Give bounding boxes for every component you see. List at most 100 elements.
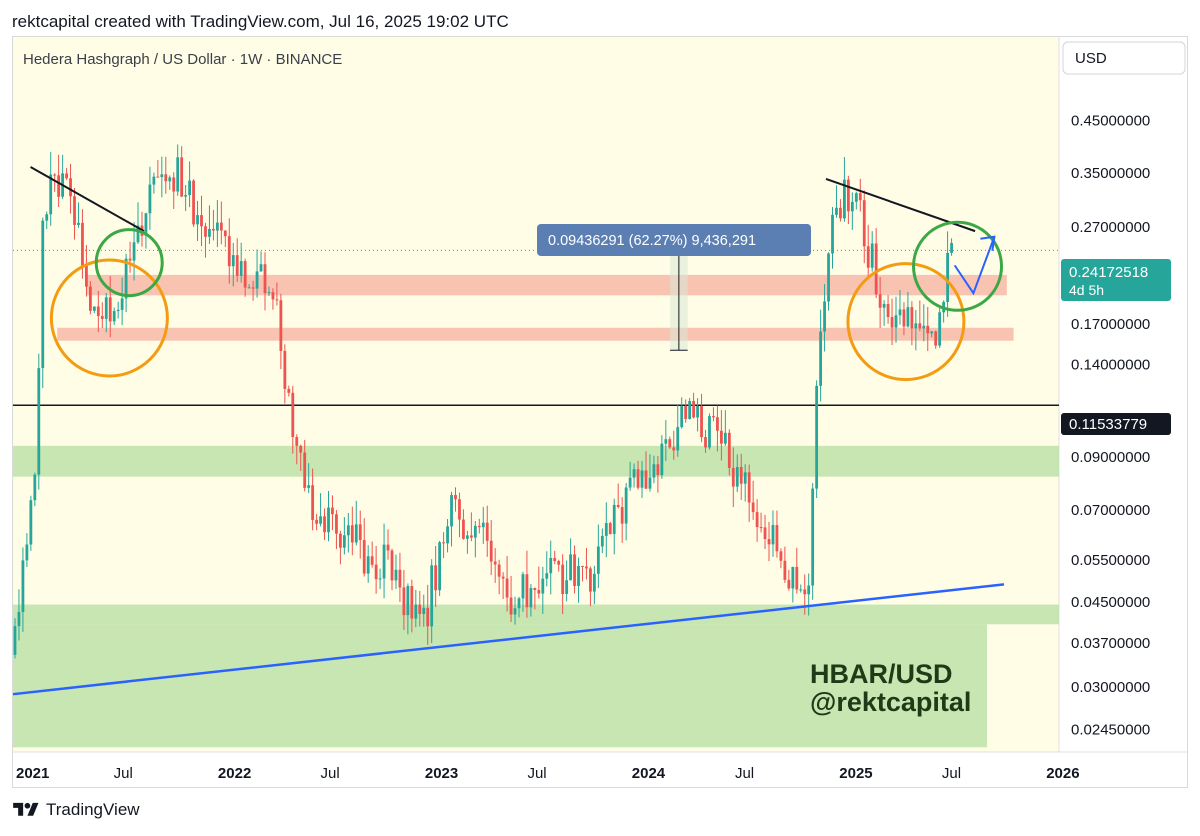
candle-80 (331, 495, 334, 531)
candle-54 (227, 218, 231, 284)
candle-body-163 (660, 443, 664, 476)
candle-235 (946, 231, 949, 317)
candle-23 (104, 292, 108, 333)
candle-41 (176, 144, 180, 196)
candle-88 (362, 518, 366, 577)
candle-body-179 (723, 432, 727, 444)
candle-body-1 (17, 611, 21, 627)
candle-body-200 (807, 585, 811, 595)
candle-body-4 (29, 500, 33, 545)
candle-145 (589, 566, 592, 607)
candle-82 (339, 530, 342, 565)
candle-body-210 (846, 179, 850, 212)
candle-160 (648, 454, 652, 492)
candle-body-99 (406, 586, 410, 616)
candle-body-51 (215, 222, 219, 231)
black-level-tag-value: 0.11533779 (1069, 416, 1147, 433)
candle-203 (819, 309, 823, 402)
candle-body-233 (938, 312, 942, 346)
candle-body-188 (759, 527, 763, 529)
candle-143 (581, 565, 584, 582)
candle-body-232 (934, 331, 938, 346)
candle-15 (73, 187, 76, 240)
candle-7 (41, 217, 45, 389)
candle-21 (96, 290, 100, 332)
candle-body-174 (704, 437, 707, 448)
candle-33 (144, 212, 148, 249)
candle-body-43 (184, 195, 188, 197)
candle-body-109 (446, 526, 449, 544)
candle-224 (902, 302, 906, 336)
candle-body-112 (458, 499, 461, 520)
candle-body-168 (680, 406, 684, 428)
candle-body-14 (69, 178, 72, 197)
x-tick-label: 2021 (16, 765, 49, 782)
candle-body-58 (243, 261, 247, 288)
candle-body-5 (33, 474, 37, 501)
tradingview-brand[interactable]: TradingView (12, 800, 140, 820)
candle-body-38 (164, 174, 168, 182)
currency-button[interactable]: USD (1062, 41, 1186, 75)
candle-201 (811, 483, 815, 600)
candle-body-180 (727, 432, 731, 468)
candle-196 (791, 566, 795, 603)
candle-body-67 (279, 300, 283, 351)
candle-158 (640, 460, 644, 498)
support-trendline (12, 583, 1005, 696)
candle-body-107 (438, 542, 442, 591)
price-chart[interactable]: 0.600000000.450000000.350000000.27000000… (0, 0, 1200, 800)
candle-133 (541, 566, 545, 614)
measure-label: 0.09436291 (62.27%) 9,436,291 (548, 233, 756, 249)
candle-83 (342, 517, 346, 555)
candle-body-195 (787, 579, 791, 589)
candle-172 (696, 398, 699, 432)
candle-153 (620, 497, 624, 543)
candle-127 (517, 596, 521, 618)
candle-102 (418, 590, 422, 627)
candle-35 (152, 172, 156, 194)
candle-76 (315, 514, 318, 531)
candle-222 (894, 296, 898, 343)
candle-200 (807, 573, 811, 616)
candle-body-218 (878, 294, 882, 308)
candle-124 (505, 556, 509, 612)
candle-body-223 (898, 309, 902, 316)
y-tick-label: 0.14000000 (1071, 357, 1150, 374)
candle-52 (219, 201, 223, 245)
candle-84 (346, 512, 350, 553)
green-circle-2021 (94, 228, 164, 298)
candle-body-151 (612, 504, 616, 534)
candle-199 (803, 574, 807, 615)
candle-body-141 (573, 554, 576, 586)
candle-body-83 (342, 535, 346, 548)
projection-arrow-path (953, 236, 996, 296)
candle-193 (779, 548, 783, 569)
candle-body-89 (366, 556, 370, 574)
candle-body-87 (358, 524, 362, 541)
y-tick-label: 0.03700000 (1071, 635, 1150, 652)
candle-11 (57, 154, 61, 208)
candle-71 (295, 434, 299, 465)
candle-211 (850, 192, 854, 230)
resistance-line-2021 (30, 166, 145, 233)
candle-136 (553, 550, 557, 565)
candle-189 (763, 514, 767, 550)
candle-125 (509, 576, 513, 622)
candle-140 (569, 538, 572, 581)
candle-207 (835, 185, 838, 218)
candle-10 (53, 173, 57, 192)
candle-body-178 (719, 430, 723, 444)
candle-57 (239, 242, 243, 283)
candle-body-230 (926, 325, 930, 334)
candle-body-30 (132, 242, 136, 261)
candle-body-25 (112, 311, 116, 322)
candle-body-46 (196, 215, 199, 225)
candle-body-196 (791, 566, 795, 589)
x-tick-label: 2026 (1046, 765, 1079, 782)
horizontal-level-layer (13, 249, 1059, 406)
candle-body-131 (533, 588, 537, 591)
candle-137 (557, 559, 561, 572)
candle-body-41 (176, 157, 180, 192)
candle-body-161 (652, 464, 656, 478)
candle-body-56 (235, 255, 239, 276)
